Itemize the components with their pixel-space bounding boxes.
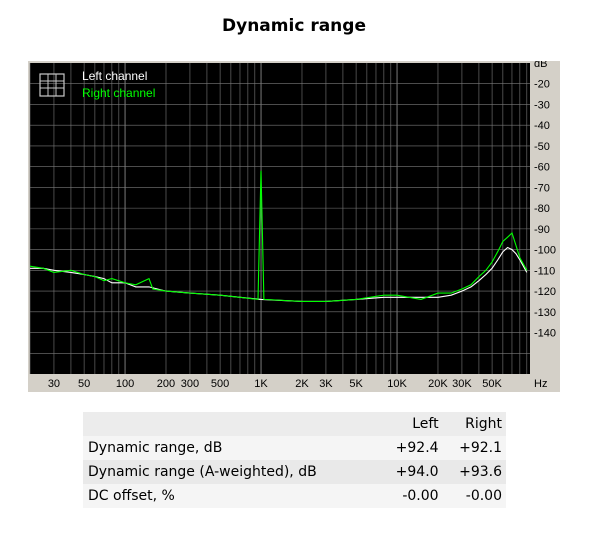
row-right-value: +93.6	[442, 460, 506, 484]
row-label: Dynamic range (A-weighted), dB	[83, 460, 380, 484]
y-tick-label: -140	[534, 328, 556, 340]
y-tick-label: -40	[534, 120, 550, 132]
results-table: Left Right Dynamic range, dB +92.4 +92.1…	[83, 412, 506, 508]
legend-grid-icon	[39, 73, 65, 97]
x-tick-label: 200	[157, 378, 175, 390]
results-header-left: Left	[379, 412, 443, 436]
y-tick-label: -90	[534, 224, 550, 236]
y-unit-label: dB	[534, 61, 547, 70]
row-label: Dynamic range, dB	[83, 436, 380, 460]
legend-entry-right: Right channel	[82, 86, 155, 100]
y-tick-label: -110	[534, 265, 555, 277]
x-tick-label: 2K	[295, 378, 309, 390]
spectrum-chart: -20 -30 -40 -50 -60 -70 -80 -90 -100 -110 -120 -130…	[29, 61, 556, 390]
x-tick-label: 5K	[349, 378, 363, 390]
legend-entry-left: Left channel	[82, 69, 147, 83]
series-line-right	[29, 170, 528, 302]
x-tick-label: 50	[78, 378, 90, 390]
x-tick-label: 3K	[319, 378, 333, 390]
x-tick-label: 30	[48, 378, 60, 390]
row-left-value: -0.00	[379, 484, 443, 508]
chart-title: Dynamic range	[222, 16, 366, 36]
y-tick-label: -60	[534, 162, 550, 174]
spectrum-chart-frame: -20 -30 -40 -50 -60 -70 -80 -90 -100 -110 -120 -130…	[28, 61, 560, 392]
row-label: DC offset, %	[83, 484, 380, 508]
x-tick-label: 1K	[254, 378, 268, 390]
x-unit-label: Hz	[534, 378, 547, 390]
x-tick-label: 300	[181, 378, 199, 390]
y-tick-label: -50	[534, 141, 550, 153]
x-tick-label: 10K	[387, 378, 407, 390]
results-header-right: Right	[442, 412, 506, 436]
row-left-value: +92.4	[379, 436, 443, 460]
y-tick-label: -120	[534, 286, 556, 298]
results-row-dynamic-range-a-weighted: Dynamic range (A-weighted), dB +94.0 +93…	[83, 460, 506, 484]
y-tick-label: -130	[534, 307, 556, 319]
x-tick-label: 500	[211, 378, 229, 390]
row-left-value: +94.0	[379, 460, 443, 484]
y-tick-label: -30	[534, 99, 550, 111]
plot-area	[30, 63, 530, 374]
results-row-dynamic-range: Dynamic range, dB +92.4 +92.1	[83, 436, 506, 460]
x-tick-label: 100	[116, 378, 134, 390]
row-right-value: +92.1	[442, 436, 506, 460]
results-header-row: Left Right	[83, 412, 506, 436]
results-header-label	[83, 412, 380, 436]
x-tick-label: 20K	[428, 378, 448, 390]
x-tick-label: 50K	[482, 378, 502, 390]
y-tick-label: -20	[534, 79, 550, 91]
y-tick-label: -80	[534, 203, 550, 215]
row-right-value: -0.00	[442, 484, 506, 508]
x-tick-label: 30K	[452, 378, 472, 390]
y-tick-label: -70	[534, 182, 550, 194]
results-row-dc-offset: DC offset, % -0.00 -0.00	[83, 484, 506, 508]
y-tick-label: -100	[534, 245, 556, 257]
